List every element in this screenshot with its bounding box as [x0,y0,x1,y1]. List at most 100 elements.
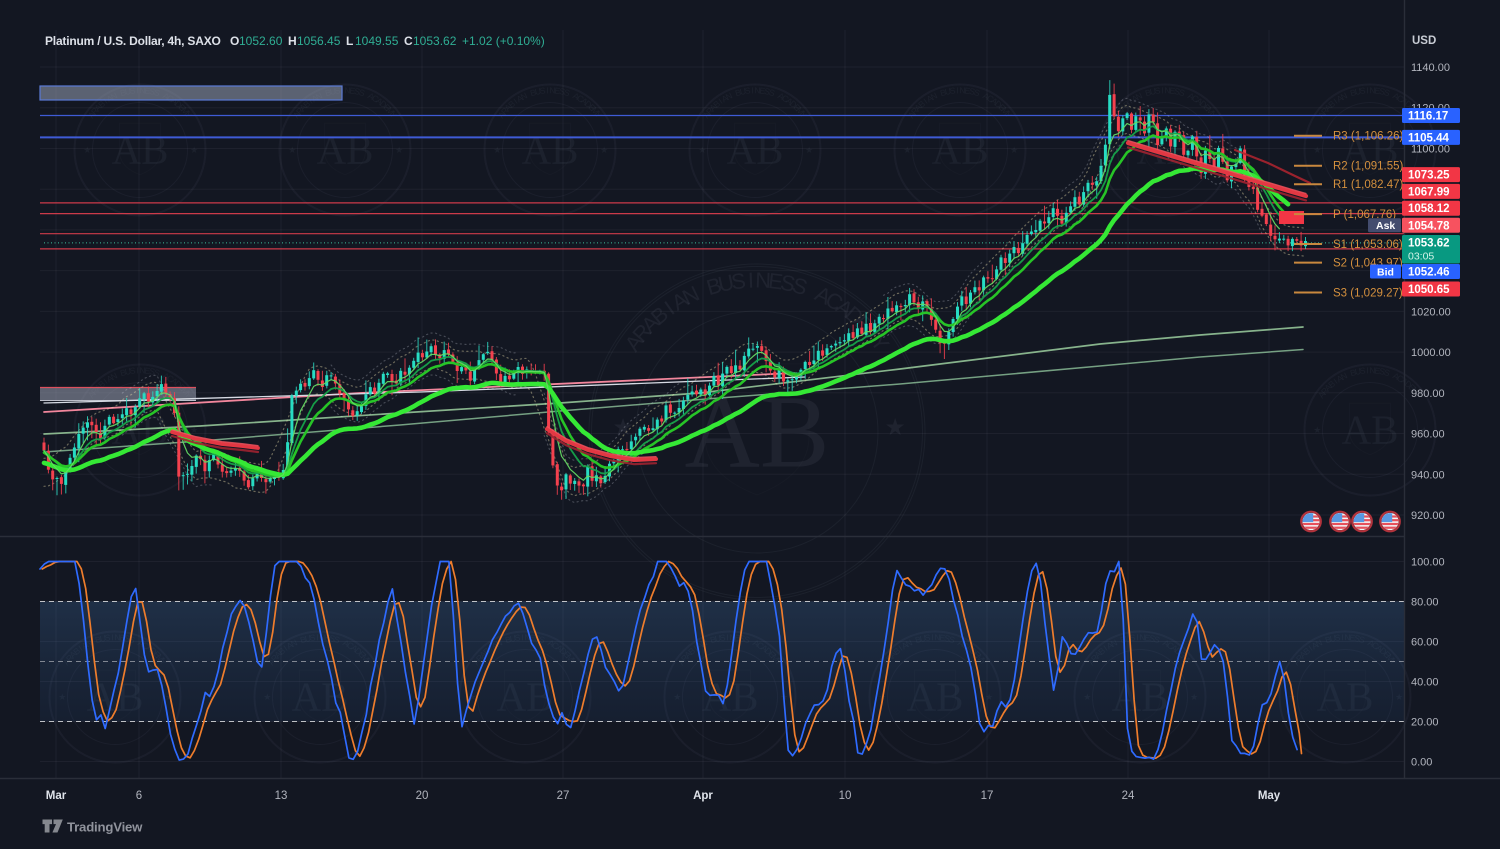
svg-text:A: A [1335,373,1345,385]
svg-text:I: I [512,96,520,106]
svg-text:I: I [1127,96,1135,106]
svg-text:E: E [1406,382,1417,393]
svg-text:AB: AB [1342,408,1399,453]
svg-text:N: N [109,370,119,382]
svg-text:R: R [499,105,511,116]
svg-text:B: B [529,87,538,98]
svg-text:A: A [496,109,508,120]
svg-text:920.00: 920.00 [1411,510,1445,522]
svg-text:A: A [105,373,115,385]
svg-text:I: I [922,96,930,106]
svg-text:N: N [755,267,772,293]
svg-text:E: E [996,102,1007,113]
svg-text:S: S [358,87,367,98]
svg-text:1067.99: 1067.99 [1408,186,1450,198]
svg-text:D: D [1403,378,1414,390]
svg-text:R: R [909,105,921,116]
svg-text:1100.00: 1100.00 [1411,144,1450,156]
svg-text:N: N [139,365,146,375]
svg-text:S: S [1359,85,1366,96]
svg-text:S: S [153,367,162,378]
svg-text:20.00: 20.00 [1411,717,1439,729]
svg-text:AB: AB [932,128,989,173]
svg-text:20: 20 [416,790,429,802]
svg-text:S: S [763,86,771,97]
svg-text:B: B [1326,378,1337,390]
svg-text:0.00: 0.00 [1411,757,1432,769]
svg-text:I: I [1366,85,1369,95]
svg-text:S: S [744,85,751,96]
svg-text:M: M [179,105,191,117]
svg-text:03:05: 03:05 [1408,251,1434,263]
svg-text:80.00: 80.00 [1411,597,1439,609]
svg-text:A: A [579,95,590,107]
svg-text:E: E [759,85,766,96]
svg-text:I: I [1161,85,1164,95]
svg-text:1056.45: 1056.45 [297,34,341,48]
svg-text:M: M [794,105,806,117]
svg-text:★: ★ [190,145,198,155]
svg-text:S: S [1154,85,1161,96]
svg-text:C: C [404,34,413,48]
svg-text:R2 (1,091.55): R2 (1,091.55) [1333,161,1403,173]
svg-text:60.00: 60.00 [1411,637,1439,649]
svg-text:A: A [1335,93,1345,105]
svg-text:S: S [1378,366,1386,377]
svg-text:U: U [739,86,747,97]
svg-text:R: R [1319,385,1331,396]
svg-text:1050.65: 1050.65 [1408,284,1450,296]
svg-text:D: D [788,98,799,110]
svg-text:A: A [784,95,795,107]
svg-text:1116.17: 1116.17 [1408,111,1448,123]
svg-text:S: S [129,365,136,376]
svg-text:100.00: 100.00 [1411,557,1445,569]
svg-text:N: N [724,90,734,102]
svg-text:960.00: 960.00 [1411,429,1445,441]
svg-text:E: E [767,268,784,295]
svg-text:A: A [86,109,98,120]
svg-text:1020.00: 1020.00 [1411,306,1451,318]
svg-text:B: B [1349,367,1358,378]
svg-text:M: M [1204,105,1216,117]
svg-text:R: R [1114,105,1126,116]
svg-text:10: 10 [839,790,852,802]
svg-text:E: E [144,365,151,376]
svg-text:C: C [780,93,790,105]
svg-text:C: C [165,373,175,385]
svg-text:I: I [717,96,725,106]
svg-text:D: D [173,98,184,110]
svg-text:N: N [1339,90,1349,102]
svg-text:N: N [549,85,556,95]
svg-text:★: ★ [698,145,706,155]
svg-text:C: C [1395,93,1405,105]
svg-text:L: L [346,34,353,48]
svg-text:C: C [575,93,585,105]
svg-text:A: A [925,93,935,105]
svg-text:S: S [730,268,747,295]
svg-text:E: E [554,85,561,96]
svg-text:I: I [102,96,110,106]
svg-text:M: M [999,105,1011,117]
svg-text:A: A [169,95,180,107]
svg-text:N: N [1369,365,1376,375]
svg-text:M: M [1409,385,1421,397]
svg-text:A: A [1322,382,1333,393]
svg-text:AB: AB [1342,128,1399,173]
svg-text:1052.60: 1052.60 [239,34,283,48]
svg-text:S: S [778,269,797,296]
svg-text:S: S [1383,367,1392,378]
svg-text:★: ★ [1313,425,1321,435]
svg-text:A: A [1130,93,1140,105]
svg-text:D: D [1403,98,1414,110]
svg-text:B: B [506,98,517,110]
svg-text:A: A [374,95,385,107]
svg-text:40.00: 40.00 [1411,677,1439,689]
svg-text:E: E [176,102,187,113]
svg-text:U: U [1354,86,1362,97]
svg-text:1140.00: 1140.00 [1411,62,1450,74]
svg-text:AB: AB [317,128,374,173]
svg-text:S: S [1383,87,1392,98]
svg-text:E: E [1169,85,1176,96]
svg-text:B: B [96,378,107,390]
svg-text:A: A [291,109,303,120]
